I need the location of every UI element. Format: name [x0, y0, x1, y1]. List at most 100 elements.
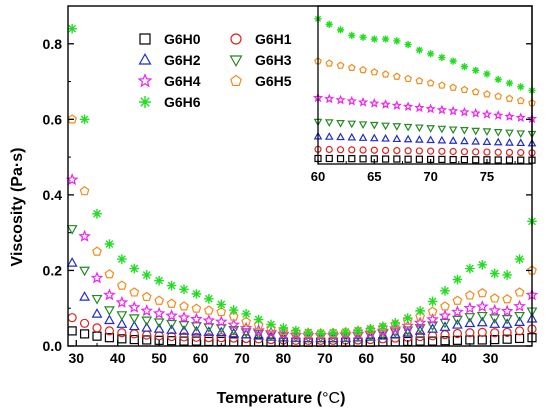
- data-point-g6h4: [103, 288, 116, 301]
- data-point-g6h3: [104, 306, 115, 316]
- inset-data-point-g6h2: [336, 132, 345, 141]
- inset-data-point-g6h6: [438, 53, 446, 62]
- y-axis-label: Viscosity (Pa·s): [9, 148, 26, 267]
- data-point-g6h1: [204, 333, 214, 343]
- inset-data-point-g6h4: [493, 110, 504, 120]
- x-tick-label: 70: [234, 350, 250, 366]
- data-point-g6h4: [165, 309, 178, 322]
- data-point-g6h2: [452, 319, 463, 329]
- inset-data-point-g6h0: [348, 155, 356, 163]
- inset-data-point-g6h5: [471, 87, 480, 96]
- data-point-g6h6: [216, 299, 227, 310]
- inset-data-point-g6h0: [393, 155, 401, 163]
- data-point-g6h5: [228, 311, 239, 321]
- inset-data-point-g6h1: [348, 146, 356, 154]
- data-point-g6h0: [92, 331, 102, 341]
- data-point-g6h3: [464, 313, 476, 323]
- inset-data-point-g6h5: [415, 76, 424, 85]
- inset-data-point-g6h4: [459, 106, 470, 117]
- inset-data-point-g6h6: [494, 75, 502, 84]
- data-point-g6h1: [465, 328, 475, 338]
- inset-data-point-g6h6: [336, 26, 345, 34]
- legend-marker-g6h3: [229, 55, 243, 67]
- inset-data-point-g6h5: [404, 74, 412, 83]
- data-point-g6h4: [140, 304, 153, 317]
- data-point-g6h2: [215, 326, 227, 337]
- inset-data-point-g6h1: [517, 149, 525, 157]
- data-point-g6h1: [427, 331, 438, 341]
- data-point-g6h5: [452, 295, 463, 305]
- data-point-g6h6: [465, 263, 475, 274]
- inset-data-point-g6h2: [482, 137, 492, 145]
- data-point-g6h2: [91, 308, 103, 318]
- data-point-g6h6: [278, 323, 289, 333]
- inset-data-point-g6h4: [448, 105, 459, 116]
- data-point-g6h0: [427, 336, 438, 346]
- data-point-g6h2: [153, 323, 165, 333]
- inset-data-point-g6h6: [348, 31, 356, 39]
- inset-data-point-g6h6: [472, 66, 480, 74]
- inset-data-point-g6h6: [404, 40, 412, 49]
- data-point-g6h1: [502, 327, 512, 337]
- data-point-g6h5: [278, 325, 289, 336]
- inset-data-point-g6h4: [357, 96, 369, 107]
- inset-data-point-g6h0: [460, 155, 469, 164]
- inset-data-point-g6h1: [472, 148, 480, 156]
- inset-data-point-g6h1: [370, 146, 378, 154]
- inset-data-point-g6h1: [449, 147, 457, 156]
- data-point-g6h5: [440, 301, 450, 311]
- data-point-g6h0: [179, 336, 189, 346]
- data-point-g6h4: [65, 173, 79, 186]
- inset-data-point-g6h0: [449, 155, 457, 164]
- x-tick-label: 60: [193, 350, 209, 366]
- inset-data-point-g6h6: [370, 35, 378, 43]
- data-point-g6h0: [477, 335, 487, 345]
- data-point-g6h3: [402, 326, 414, 336]
- y-tick-label: 0.2: [43, 262, 63, 278]
- data-point-g6h3: [166, 319, 177, 330]
- legend-label-g6h5: G6H5: [255, 73, 292, 89]
- data-point-g6h5: [241, 316, 252, 326]
- data-point-g6h5: [489, 293, 500, 303]
- data-point-g6h5: [266, 323, 276, 333]
- data-point-g6h2: [240, 328, 252, 339]
- inset-data-point-g6h3: [516, 130, 526, 138]
- inset-data-point-g6h1: [393, 146, 401, 155]
- inset-data-point-g6h0: [505, 156, 514, 164]
- data-point-g6h6: [415, 306, 425, 316]
- y-tick-label: 0.8: [43, 36, 63, 52]
- data-point-g6h4: [190, 312, 203, 325]
- legend-marker-g6h2: [138, 53, 152, 65]
- legend-label-g6h3: G6H3: [255, 52, 292, 68]
- data-point-g6h6: [452, 274, 463, 285]
- data-point-g6h0: [67, 326, 77, 336]
- inset-data-point-g6h3: [358, 121, 368, 129]
- inset-data-point-g6h4: [391, 100, 402, 110]
- inset-data-point-g6h5: [325, 59, 334, 67]
- data-point-g6h0: [490, 334, 500, 345]
- data-point-g6h2: [141, 322, 153, 332]
- data-point-g6h2: [476, 316, 488, 327]
- data-point-g6h6: [79, 114, 90, 125]
- data-point-g6h1: [79, 318, 90, 328]
- data-point-g6h3: [476, 311, 488, 322]
- data-point-g6h6: [179, 284, 189, 295]
- data-point-g6h6: [92, 208, 102, 219]
- data-point-g6h2: [228, 327, 240, 338]
- data-point-g6h4: [177, 311, 191, 324]
- inset-data-point-g6h3: [493, 129, 503, 137]
- inset-data-point-g6h6: [427, 50, 435, 58]
- inset-data-point-g6h3: [460, 127, 469, 135]
- data-point-g6h5: [166, 298, 177, 308]
- inset-data-point-g6h3: [505, 129, 514, 138]
- inset-data-point-g6h2: [381, 133, 390, 142]
- y-tick-label: 0.6: [43, 111, 63, 127]
- data-point-g6h5: [116, 280, 127, 290]
- data-point-g6h6: [390, 318, 401, 328]
- inset-data-point-g6h2: [448, 136, 458, 144]
- inset-data-point-g6h5: [494, 92, 503, 100]
- data-point-g6h2: [79, 291, 90, 301]
- inset-data-point-g6h4: [481, 109, 493, 119]
- inset-data-point-g6h1: [404, 147, 412, 155]
- inset-data-point-g6h0: [381, 155, 390, 163]
